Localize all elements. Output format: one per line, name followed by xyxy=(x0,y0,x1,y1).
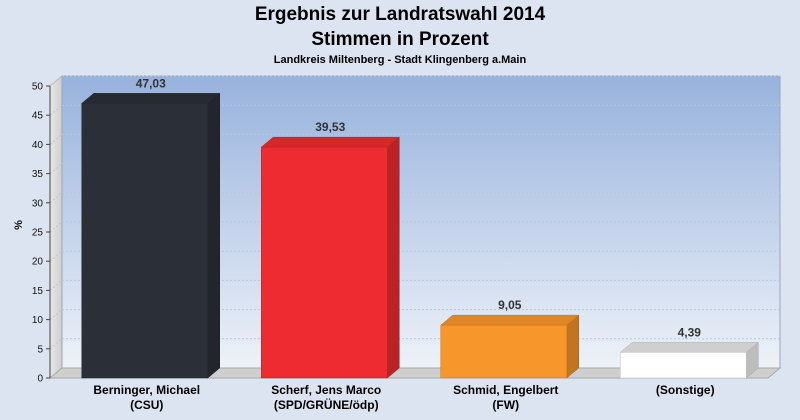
y-tick-label: 20 xyxy=(32,257,44,268)
data-label: 39,53 xyxy=(315,120,345,134)
bar xyxy=(440,324,567,379)
gridline-diag xyxy=(49,221,63,233)
bar-side xyxy=(566,314,579,379)
y-tick-label: 15 xyxy=(32,286,44,297)
gridline-diag xyxy=(49,104,63,116)
gridline-diag xyxy=(49,309,63,320)
gridline-diag xyxy=(49,192,63,204)
bar-top xyxy=(81,93,221,104)
y-tick-label: 40 xyxy=(32,140,44,151)
chart-title: Ergebnis zur Landratswahl 2014 xyxy=(254,4,546,25)
x-tick-label: (SPD/GRÜNE/ödp) xyxy=(274,397,379,412)
x-tick-label: Schmid, Engelbert xyxy=(453,383,558,397)
y-tick-label: 10 xyxy=(32,315,44,326)
bar xyxy=(261,146,388,379)
x-tick-label: Scherf, Jens Marco xyxy=(271,383,381,397)
x-tick-label: Berninger, Michael xyxy=(93,383,200,397)
data-label: 4,39 xyxy=(678,325,702,339)
y-tick-label: 5 xyxy=(37,344,43,355)
bar-top xyxy=(440,314,580,326)
gridline-diag xyxy=(49,280,63,291)
left-wall xyxy=(49,74,63,380)
bar-side xyxy=(387,136,400,379)
gridline-diag xyxy=(49,338,63,350)
bar xyxy=(81,103,208,379)
chart-region-subtitle: Landkreis Miltenberg - Stadt Klingenberg… xyxy=(273,54,527,66)
y-tick-label: 25 xyxy=(32,228,44,239)
bar-top xyxy=(619,342,759,353)
chart-subtitle: Stimmen in Prozent xyxy=(311,29,489,50)
gridline-diag xyxy=(49,250,63,262)
y-tick-label: 45 xyxy=(32,111,44,122)
bar xyxy=(620,352,747,379)
x-tick-label: (CSU) xyxy=(130,398,163,412)
bar-side xyxy=(207,92,220,379)
y-tick-label: 0 xyxy=(37,374,43,385)
y-axis-label: % xyxy=(13,220,25,230)
y-tick-label: 35 xyxy=(32,169,44,180)
gridline-diag xyxy=(49,163,63,174)
gridline-diag xyxy=(49,134,63,145)
x-tick-label: (Sonstige) xyxy=(656,383,715,397)
data-label: 47,03 xyxy=(136,76,166,90)
data-label: 9,05 xyxy=(498,298,522,312)
gridline-diag xyxy=(49,75,63,87)
y-tick-label: 30 xyxy=(32,198,44,209)
y-tick-label: 50 xyxy=(32,82,44,93)
x-tick-label: (FW) xyxy=(492,398,519,412)
bar-top xyxy=(260,136,400,148)
